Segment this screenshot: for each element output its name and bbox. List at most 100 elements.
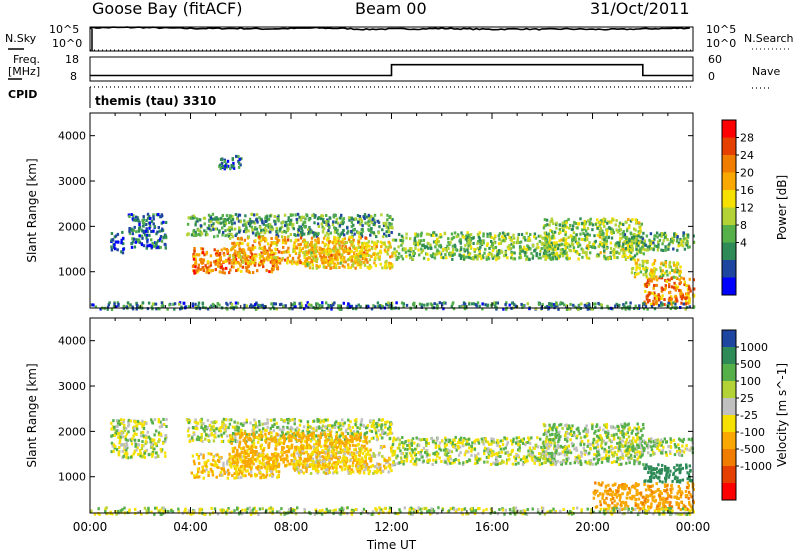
power-cell — [626, 238, 630, 242]
power-cell — [545, 240, 549, 244]
velocity-cell — [111, 434, 114, 437]
power-cell — [300, 227, 304, 231]
power-cell — [497, 234, 500, 238]
velocity-cell — [279, 458, 283, 462]
velocity-cell — [290, 439, 293, 443]
power-cell — [459, 238, 462, 242]
power-cell — [660, 302, 664, 306]
velocity-cell — [293, 433, 297, 437]
power-cell — [399, 239, 403, 242]
velocity-cell — [341, 422, 345, 426]
power-cell — [259, 239, 263, 243]
power-cell — [455, 248, 458, 252]
power-cell — [324, 249, 327, 253]
power-cell — [634, 218, 637, 222]
power-cell — [230, 232, 233, 236]
power-cell — [346, 226, 349, 230]
power-cell — [201, 301, 204, 305]
power-cell — [250, 212, 253, 216]
power-cell — [602, 217, 606, 221]
power-cell — [214, 262, 217, 266]
power-cell — [250, 260, 254, 264]
power-cell — [545, 305, 549, 309]
power-cell — [94, 305, 98, 309]
velocity-cell — [201, 466, 204, 470]
power-cell — [338, 266, 341, 269]
velocity-cell — [349, 439, 352, 442]
velocity-cell — [222, 417, 226, 421]
velocity-cell — [116, 421, 120, 425]
power-cell — [297, 228, 301, 232]
velocity-cell — [251, 428, 254, 432]
power-cell — [292, 223, 295, 227]
power-cell — [328, 251, 331, 255]
power-cell — [659, 275, 662, 278]
power-cell — [230, 225, 233, 229]
velocity-cell — [309, 458, 313, 462]
power-cell — [646, 266, 649, 270]
power-cell — [231, 218, 235, 221]
power-cell — [380, 245, 383, 249]
power-cell — [434, 245, 437, 249]
power-cell — [496, 249, 499, 253]
power-cell — [306, 241, 309, 245]
power-cell — [260, 230, 263, 234]
power-cell — [234, 301, 238, 305]
velocity-cell — [145, 448, 149, 452]
velocity-cell — [239, 422, 243, 426]
velocity-cell — [308, 464, 311, 468]
velocity-cell — [236, 473, 239, 477]
velocity-cell — [261, 473, 264, 477]
power-cell — [276, 238, 279, 242]
power-cell — [628, 305, 632, 309]
power-cell — [637, 234, 640, 238]
power-cell — [359, 222, 362, 226]
velocity-cell — [359, 423, 362, 427]
velocity-cell — [230, 465, 233, 469]
power-cell — [231, 158, 234, 162]
power-cell — [493, 246, 496, 250]
velocity-cell — [120, 421, 124, 425]
velocity-cell — [358, 427, 362, 430]
velocity-cell — [366, 424, 370, 428]
power-cell — [559, 230, 562, 234]
power-cell — [533, 232, 537, 236]
power-cell — [616, 256, 619, 260]
power-cell — [442, 256, 445, 260]
velocity-cell — [277, 464, 280, 468]
power-cell — [653, 259, 657, 263]
velocity-cell — [270, 437, 273, 441]
power-cell — [536, 242, 539, 246]
power-cell — [526, 239, 530, 243]
velocity-cell — [251, 455, 254, 459]
power-cell — [513, 302, 516, 306]
power-cell — [261, 262, 264, 266]
velocity-cell — [127, 418, 131, 422]
velocity-cell — [282, 425, 285, 429]
velocity-cell — [227, 439, 230, 443]
power-cell — [638, 221, 641, 225]
power-cell — [394, 254, 397, 258]
power-cell — [630, 236, 634, 240]
power-cell — [341, 264, 345, 268]
velocity-cell — [113, 446, 116, 450]
power-cell — [350, 240, 354, 244]
power-cell — [219, 221, 223, 225]
power-cell — [154, 241, 158, 245]
power-cell — [639, 227, 642, 231]
power-cell — [603, 254, 606, 258]
velocity-cell — [195, 424, 198, 428]
velocity-cell — [301, 434, 304, 438]
power-cell — [168, 303, 171, 307]
velocity-cell — [312, 427, 315, 431]
velocity-cell — [253, 472, 257, 476]
power-cell — [121, 230, 124, 234]
power-cell — [400, 254, 403, 258]
velocity-cell — [382, 432, 385, 436]
power-cell — [336, 236, 339, 240]
power-cell — [322, 247, 326, 251]
power-cell — [512, 245, 515, 249]
power-cell — [368, 217, 371, 221]
power-cell — [620, 222, 623, 226]
velocity-cell — [387, 427, 390, 431]
